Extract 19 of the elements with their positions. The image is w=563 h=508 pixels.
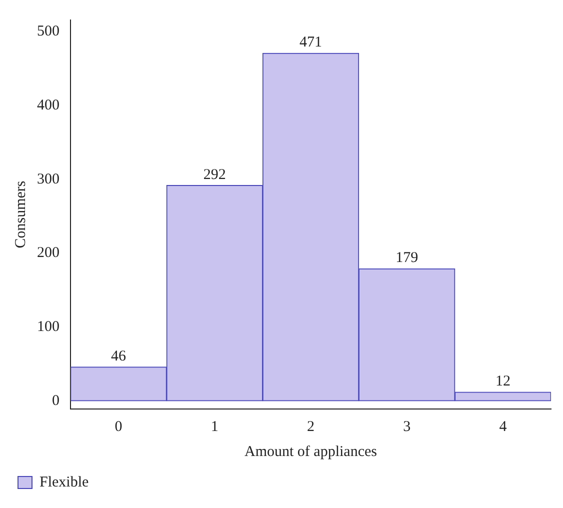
y-tick-label: 100 xyxy=(37,319,60,336)
x-axis-title: Amount of appliances xyxy=(244,444,378,460)
legend-label: Flexible xyxy=(40,474,89,490)
y-tick-label: 400 xyxy=(37,98,60,114)
x-tick-label: 3 xyxy=(403,418,411,435)
x-tick-label: 2 xyxy=(307,418,314,435)
data-label: 46 xyxy=(111,348,127,364)
y-tick-label: 500 xyxy=(37,24,60,40)
x-tick-label: 1 xyxy=(210,418,218,435)
data-label: 179 xyxy=(396,250,418,266)
y-tick-label: 0 xyxy=(52,392,60,409)
y-axis-title: Consumers xyxy=(12,180,29,248)
y-tick-label: 300 xyxy=(37,171,60,188)
data-label: 471 xyxy=(300,34,322,51)
x-tick-label: 4 xyxy=(499,418,508,435)
data-label: 292 xyxy=(203,166,226,183)
y-tick-label: 200 xyxy=(37,245,60,262)
data-label: 12 xyxy=(495,373,510,390)
x-tick-label: 0 xyxy=(114,418,122,435)
